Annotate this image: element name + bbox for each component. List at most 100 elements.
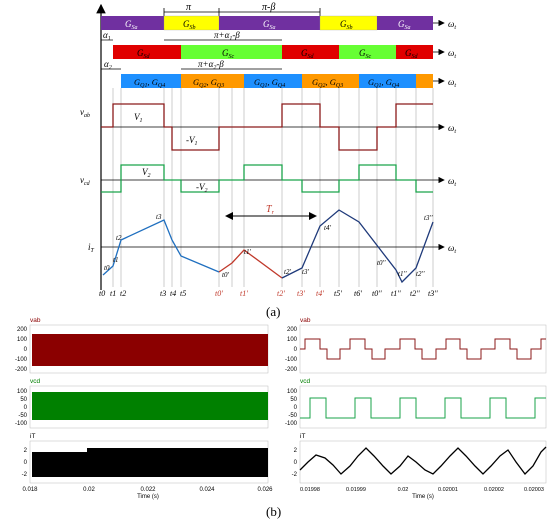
gsd-label-1: GSd (137, 48, 151, 60)
v1-label: V1 (134, 112, 143, 124)
right-vcd-title: vcd (300, 378, 311, 385)
it-trace-navy (281, 209, 434, 284)
scope-panels: vab 200 100 0 -100 -200 vcd 100 50 0 -50… (15, 317, 547, 519)
caption-b: (b) (266, 504, 281, 519)
caption-a: (a) (266, 304, 280, 319)
vab-waveform: vab ωt V1 -V1 (80, 103, 456, 151)
right-it-title: iT (300, 433, 305, 440)
row3-annotations: α2 π+α2-β (101, 59, 282, 71)
gq2q3-segment-2 (302, 74, 359, 88)
left-xtick-2: 0.022 (140, 487, 156, 493)
time-label-t0p: t0' (215, 289, 223, 298)
time-label-t3: t3 (160, 289, 166, 298)
right-xtick-2: 0.02 (398, 487, 409, 493)
gq2q3-segment-3 (416, 74, 433, 88)
left-it-panel: iT 2 0 -2 0.018 0.02 0.022 0.024 0.026 T… (22, 433, 274, 500)
time-label-t4: t4 (170, 289, 176, 298)
left-xlabel: Time (s) (137, 494, 159, 500)
right-vcd-panel: vcd 100 50 0 -50 -100 (285, 378, 547, 429)
wt-label-vcd: ωt (448, 176, 456, 188)
curve-label-t2p: t2' (284, 268, 291, 276)
gate-row-2: GSd GSc GSd GSc GSd ωt (113, 45, 456, 60)
gsc-segment-1 (181, 45, 282, 59)
time-label-t2pp: t2'' (410, 289, 420, 298)
wt-label-row2: ωt (448, 48, 456, 60)
it-label: iT (88, 242, 95, 254)
gq2q3-segment-1 (181, 74, 244, 88)
left-vab-title: vab (30, 317, 41, 324)
left-vcd-tick-0: 0 (24, 405, 28, 411)
left-vcd-tick-m100: -100 (15, 421, 28, 427)
v2-label: V2 (142, 167, 151, 179)
right-it-panel: iT 2 0 -2 0.01998 0.01999 0.02 0.02001 0… (292, 433, 547, 500)
time-label-t1p: t1' (240, 289, 248, 298)
left-vab-tick-0: 0 (24, 347, 28, 353)
top-annotations: π π-β (163, 2, 321, 16)
right-xtick-1: 0.01999 (346, 487, 366, 493)
gsa-label-2: GSa (263, 19, 276, 31)
gsa-label-1: GSa (125, 19, 138, 31)
right-vcd-tick-100: 100 (287, 389, 298, 395)
left-vab-tick-100: 100 (17, 337, 28, 343)
gsa-label-3: GSa (398, 19, 411, 31)
gq-label-1: GQ1, GQ4 (134, 77, 165, 89)
gq1q4-segment-2 (244, 74, 302, 88)
gsb-label-1: GSb (183, 19, 196, 31)
gsa-segment-2 (219, 16, 320, 30)
pi-alpha2-beta-label: π+α2-β (198, 59, 224, 71)
curve-label-t1p: t1' (244, 248, 251, 256)
right-xtick-4: 0.02002 (484, 487, 504, 493)
alpha1-label: α1 (103, 30, 111, 42)
pi-alpha1-beta-label: π+α1-β (214, 30, 240, 42)
left-vcd-panel: vcd 100 50 0 -50 -100 (15, 378, 269, 429)
left-it-trace-a (32, 452, 87, 477)
right-xtick-3: 0.02001 (438, 487, 458, 493)
gate-row-3: GQ1, GQ4 GQ2, GQ3 GQ1, GQ4 GQ2, GQ3 GQ1,… (121, 74, 456, 89)
right-vab-tick-0: 0 (294, 347, 298, 353)
right-vcd-tick-m50: -50 (288, 413, 297, 419)
neg-v2-label: -V2 (196, 182, 208, 194)
right-it-tick-0: 0 (294, 460, 298, 466)
right-xlabel: Time (s) (412, 494, 434, 500)
pi-minus-beta-label: π-β (262, 2, 275, 13)
gsc-segment-2 (339, 45, 396, 59)
vab-trace (101, 103, 433, 151)
right-xtick-0: 0.01998 (300, 487, 320, 493)
left-vab-panel: vab 200 100 0 -100 -200 (15, 317, 269, 374)
row2-annotations: α1 π+α1-β (101, 30, 282, 42)
right-vab-trace (300, 338, 546, 360)
curve-label-t2pp: t2'' (416, 270, 425, 278)
left-xtick-4: 0.026 (257, 487, 273, 493)
left-xtick-3: 0.024 (199, 487, 215, 493)
time-label-t3p: t3' (297, 289, 305, 298)
alpha2-label: α2 (104, 59, 112, 71)
wt-label-row1: ωt (448, 19, 456, 31)
gsd-label-3: GSd (405, 48, 419, 60)
wt-label-it: ωt (448, 243, 456, 255)
time-label-t3pp: t3'' (428, 289, 438, 298)
right-vcd-tick-m100: -100 (285, 421, 298, 427)
curve-label-t3p: t3' (302, 268, 309, 276)
left-vcd-tick-50: 50 (20, 397, 27, 403)
time-label-t2: t2 (120, 289, 126, 298)
left-vab-tick-m200: -200 (15, 367, 28, 373)
right-vcd-tick-0: 0 (294, 405, 298, 411)
left-xtick-1: 0.02 (83, 487, 95, 493)
right-vab-tick-100: 100 (287, 337, 298, 343)
left-vab-tick-200: 200 (17, 327, 28, 333)
gsd-label-2: GSd (301, 48, 315, 60)
curve-label-t3: t3 (156, 213, 162, 221)
vab-label: vab (80, 107, 90, 119)
wt-label-row3: ωt (448, 77, 456, 89)
gsc-label-2: GSc (359, 48, 372, 60)
right-vab-tick-m200: -200 (285, 367, 298, 373)
it-waveform: iT ωt Tr t0 t1 t2 t3 t0' t1' t2' t3' t4'… (88, 204, 456, 284)
gsd-segment-3 (396, 45, 433, 59)
gsc-label-1: GSc (222, 48, 235, 60)
time-label-t2p: t2' (277, 289, 285, 298)
right-vcd-trace (300, 397, 546, 419)
curve-label-t0pp: t0'' (377, 259, 386, 267)
left-vcd-tick-100: 100 (17, 389, 28, 395)
tr-label: Tr (266, 204, 275, 216)
